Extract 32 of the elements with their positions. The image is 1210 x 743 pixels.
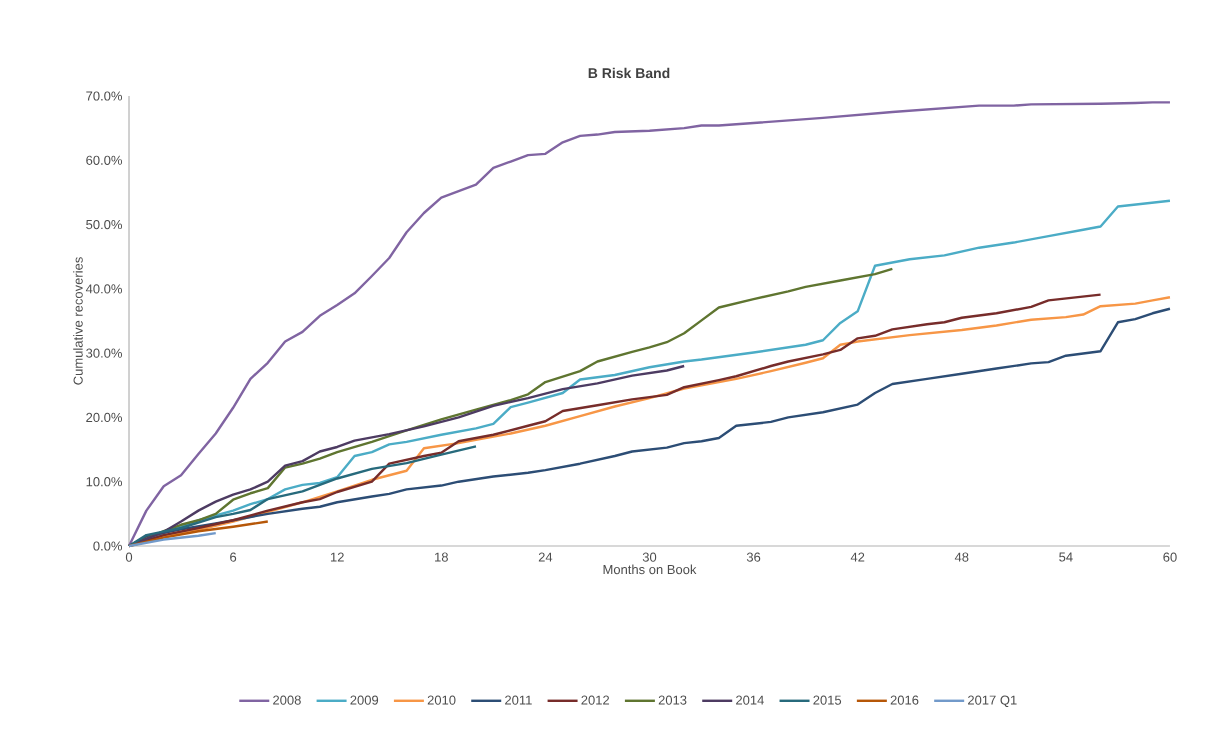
x-axis-title: Months on Book: [603, 564, 697, 575]
legend-label: 2011: [505, 695, 532, 705]
legend-label: 2008: [273, 695, 301, 705]
y-tick-label: 50.0%: [86, 219, 123, 230]
x-tick-label: 12: [330, 552, 344, 562]
legend-label: 2010: [427, 695, 456, 705]
y-tick-label: 70.0%: [86, 91, 123, 101]
x-tick-label: 6: [230, 552, 237, 562]
y-tick-label: 60.0%: [86, 155, 123, 165]
chart-title: B Risk Band: [588, 67, 670, 79]
legend-label: 2017 Q1: [968, 695, 1017, 708]
x-tick-label: 0: [125, 552, 133, 562]
x-tick-label: 24: [538, 552, 553, 562]
x-tick-label: 30: [642, 552, 657, 562]
x-tick-label: 42: [850, 552, 865, 562]
x-tick-label: 18: [435, 552, 448, 562]
legend-label: 2014: [736, 695, 764, 705]
y-tick-label: 20.0%: [86, 412, 123, 423]
legend-label: 2016: [890, 695, 919, 705]
y-tick-label: 0.0%: [93, 541, 123, 551]
x-tick-label: 54: [1059, 552, 1073, 562]
x-tick-label: 48: [954, 552, 969, 562]
y-axis-title: Cumulative recoveries: [73, 257, 83, 385]
legend-label: 2009: [350, 695, 379, 705]
y-tick-label: 30.0%: [86, 348, 123, 358]
legend-label: 2012: [581, 695, 610, 705]
y-tick-label: 40.0%: [85, 284, 123, 294]
legend-label: 2015: [813, 695, 842, 705]
y-tick-label: 10.0%: [86, 477, 123, 487]
x-tick-label: 60: [1163, 552, 1177, 562]
legend-label: 2013: [658, 695, 687, 705]
x-tick-label: 36: [746, 552, 761, 562]
